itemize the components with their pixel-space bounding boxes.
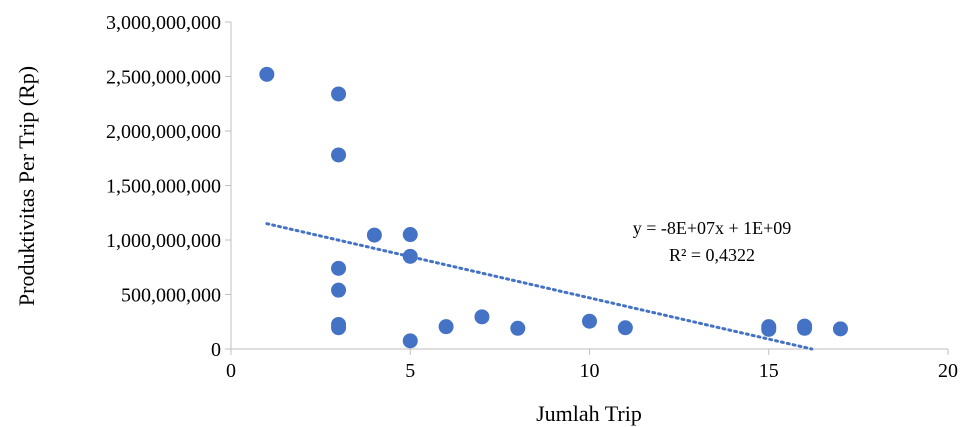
y-axis-ticks: 0 500,000,000 1,000,000,000 1,500,000,000 2,…	[106, 12, 231, 361]
data-point	[510, 320, 526, 336]
x-axis-ticks: 0 5 10 15 20	[226, 349, 958, 382]
data-point	[259, 66, 275, 82]
data-point	[331, 320, 347, 336]
data-point	[402, 248, 418, 264]
data-point	[582, 313, 597, 329]
x-tick-label: 15	[759, 360, 779, 382]
data-point	[331, 282, 347, 298]
data-point	[832, 321, 848, 337]
y-tick-label: 1,000,000,000	[106, 230, 221, 252]
y-tick-label: 1,500,000,000	[106, 176, 221, 198]
trendline-group	[265, 222, 814, 351]
y-tick-label: 3,000,000,000	[106, 12, 221, 34]
data-point	[474, 309, 490, 325]
data-point	[331, 147, 347, 163]
x-tick-label: 20	[938, 360, 958, 382]
data-point	[331, 86, 347, 102]
axes	[230, 22, 948, 350]
x-tick-label: 0	[226, 360, 236, 382]
x-tick-label: 10	[580, 360, 600, 382]
x-tick-label: 5	[405, 360, 415, 382]
data-points	[259, 66, 848, 349]
data-point	[797, 320, 813, 336]
data-point	[438, 319, 454, 335]
annotations: y = -8E+07x + 1E+09 R² = 0,4322 Jumlah T…	[14, 66, 791, 426]
trendline	[265, 222, 814, 351]
y-tick-label: 2,500,000,000	[106, 67, 221, 89]
data-point	[761, 321, 777, 337]
data-point	[366, 227, 382, 243]
data-point	[617, 320, 633, 336]
y-tick-label: 2,000,000,000	[106, 121, 221, 143]
x-axis-title: Jumlah Trip	[536, 401, 642, 426]
data-point	[402, 227, 418, 243]
y-tick-label: 0	[211, 339, 221, 361]
trendline-r-squared: R² = 0,4322	[669, 245, 755, 265]
trendline-equation: y = -8E+07x + 1E+09	[633, 218, 792, 238]
y-axis-title: Produktivitas Per Trip (Rp)	[14, 66, 39, 306]
data-point	[402, 333, 418, 349]
y-tick-label: 500,000,000	[121, 285, 221, 307]
data-point	[331, 260, 347, 276]
